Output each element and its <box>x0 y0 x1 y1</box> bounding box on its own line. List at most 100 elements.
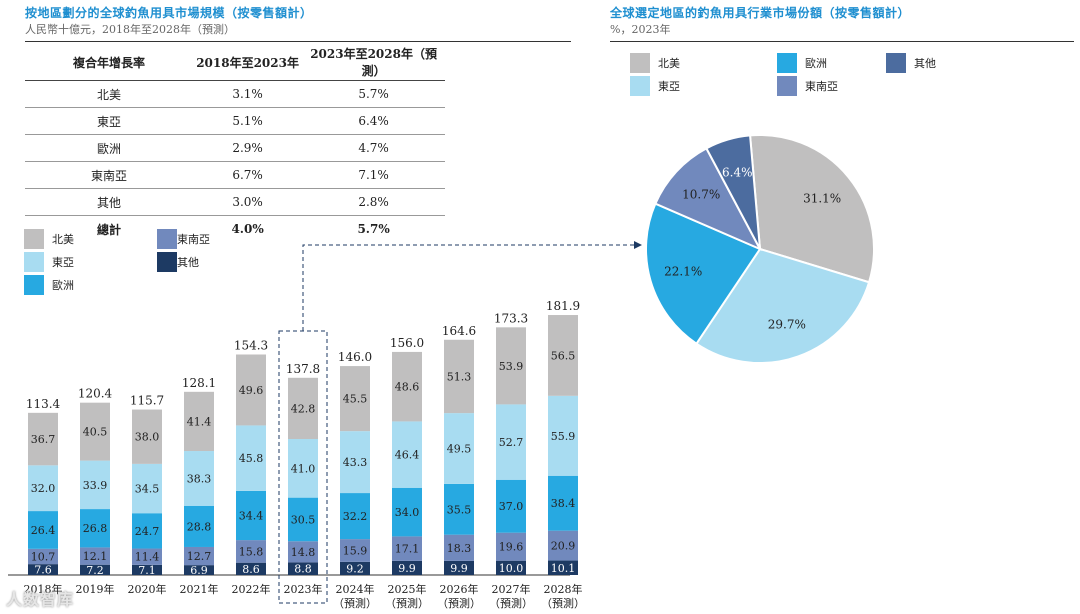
cagr-value: 4.7% <box>302 134 445 162</box>
pie-legend-item-north-america: 北美 <box>630 53 680 73</box>
cagr-region: 東亞 <box>25 107 193 135</box>
bar-total-label: 113.4 <box>26 397 61 411</box>
pie-slice-label: 31.1% <box>803 192 841 206</box>
left-header-rule <box>25 41 571 42</box>
bar-segment <box>28 412 58 466</box>
bar-total-label: 115.7 <box>130 394 164 408</box>
bar-segment <box>496 560 526 575</box>
cagr-header-metric: 複合年增長率 <box>25 44 193 81</box>
x-tick-label: 2022年 <box>232 582 271 596</box>
bar-segment-label: 6.9 <box>190 564 208 577</box>
bar-segment <box>340 539 370 562</box>
bar-segment-label: 15.9 <box>343 544 368 557</box>
legend-swatch <box>630 76 650 96</box>
bar-segment-label: 55.9 <box>551 430 576 443</box>
x-tick-label: （預測） <box>541 596 585 610</box>
bar-segment-label: 7.6 <box>34 564 52 577</box>
bar-segment <box>132 564 162 575</box>
bar-segment-label: 45.8 <box>239 452 264 465</box>
bar-segment-label: 36.7 <box>31 433 56 446</box>
bar-segment <box>444 339 474 414</box>
bar-segment <box>80 564 110 575</box>
pie-slice-label: 6.4% <box>722 165 753 179</box>
bar-segment-label: 40.5 <box>83 426 108 439</box>
bar-segment <box>236 354 266 426</box>
bar-segment <box>28 511 58 549</box>
legend-label: 歐洲 <box>52 279 74 292</box>
bar-segment <box>548 395 578 476</box>
legend-label: 北美 <box>52 233 74 246</box>
x-tick-label: 2025年 <box>388 582 427 596</box>
bar-segment-label: 56.5 <box>551 349 576 362</box>
pie-chart-subtitle: %，2023年 <box>610 23 671 36</box>
bar-total-label: 173.3 <box>494 311 528 325</box>
bar-total-label: 181.9 <box>546 299 580 313</box>
cagr-value: 3.0% <box>193 188 303 216</box>
bar-segment <box>236 425 266 491</box>
cagr-value: 2.9% <box>193 134 303 162</box>
bar-segment-label: 51.3 <box>447 370 472 383</box>
bar-segment <box>288 377 318 440</box>
x-tick-label: 2020年 <box>128 582 167 596</box>
cagr-value: 5.7% <box>302 80 445 108</box>
bar-segment-label: 33.9 <box>83 479 108 492</box>
pie-slice <box>654 147 763 252</box>
legend-swatch <box>777 53 797 73</box>
pie-legend-item-east-asia: 東亞 <box>630 76 680 96</box>
pie-slice-label: 10.7% <box>682 188 720 202</box>
bar-segment-label: 41.0 <box>291 462 316 475</box>
bar-segment-label: 10.0 <box>499 562 524 575</box>
cagr-header-2018-2023: 2018年至2023年 <box>193 44 303 81</box>
bar-segment-label: 37.0 <box>499 500 524 513</box>
bar-segment-label: 38.0 <box>135 431 160 444</box>
bar-segment-label: 32.0 <box>31 482 56 495</box>
bar-segment-label: 18.3 <box>447 542 472 555</box>
bar-segment <box>496 327 526 405</box>
bar-segment <box>184 391 214 452</box>
bar-total-label: 146.0 <box>338 350 372 364</box>
bar-segment-label: 10.7 <box>31 550 56 563</box>
bar-segment-label: 46.4 <box>395 449 420 462</box>
bar-segment-label: 26.4 <box>31 524 56 537</box>
bar-segment <box>28 465 58 512</box>
bar-segment <box>80 402 110 461</box>
stacked-bar-chart: 7.610.7 26.4 32.0 36.7 113.4 2018年 7.212.1 26.8… <box>8 299 585 610</box>
bar-segment <box>288 439 318 498</box>
bar-segment <box>132 513 162 549</box>
bar-segment <box>184 505 214 547</box>
legend-item-east-asia: 東亞 <box>24 252 74 272</box>
bar-segment <box>288 562 318 575</box>
bar-segment <box>184 546 214 566</box>
bar-segment-label: 30.5 <box>291 513 316 526</box>
bar-segment <box>340 431 370 494</box>
bar-segment-label: 20.9 <box>551 540 576 553</box>
bar-segment-label: 35.5 <box>447 503 472 516</box>
cagr-region: 其他 <box>25 188 193 216</box>
x-tick-label: 2021年 <box>180 582 219 596</box>
legend-label: 東南亞 <box>805 80 838 93</box>
x-tick-label: 2028年 <box>544 582 583 596</box>
cagr-value: 6.4% <box>302 107 445 135</box>
watermark: 人数智库 <box>6 590 75 609</box>
bar-segment-label: 32.2 <box>343 510 368 523</box>
bar-segment-label: 8.6 <box>242 563 260 576</box>
bar-segment <box>184 565 214 575</box>
legend-item-southeast-asia: 東南亞 <box>157 229 210 249</box>
bar-segment <box>496 404 526 480</box>
table-row: 其他 3.0% 2.8% <box>25 188 445 216</box>
pie-legend-item-europe: 歐洲 <box>777 53 827 73</box>
table-row: 東南亞 6.7% 7.1% <box>25 161 445 189</box>
bar-segment-label: 24.7 <box>135 525 160 538</box>
bar-segment <box>132 409 162 464</box>
legend-label: 東亞 <box>658 80 680 93</box>
legend-item-europe: 歐洲 <box>24 275 74 295</box>
cagr-region: 歐洲 <box>25 134 193 162</box>
x-tick-label: 2023年 <box>284 582 323 596</box>
pie-slice <box>695 247 871 364</box>
x-tick-label: 2019年 <box>76 582 115 596</box>
cagr-table-header-row: 複合年增長率 2018年至2023年 2023年至2028年（預測） <box>25 44 445 81</box>
bar-segment-label: 9.9 <box>450 562 468 575</box>
cagr-value: 5.1% <box>193 107 303 135</box>
pie-slice <box>645 202 762 346</box>
bar-segment-label: 41.4 <box>187 415 212 428</box>
